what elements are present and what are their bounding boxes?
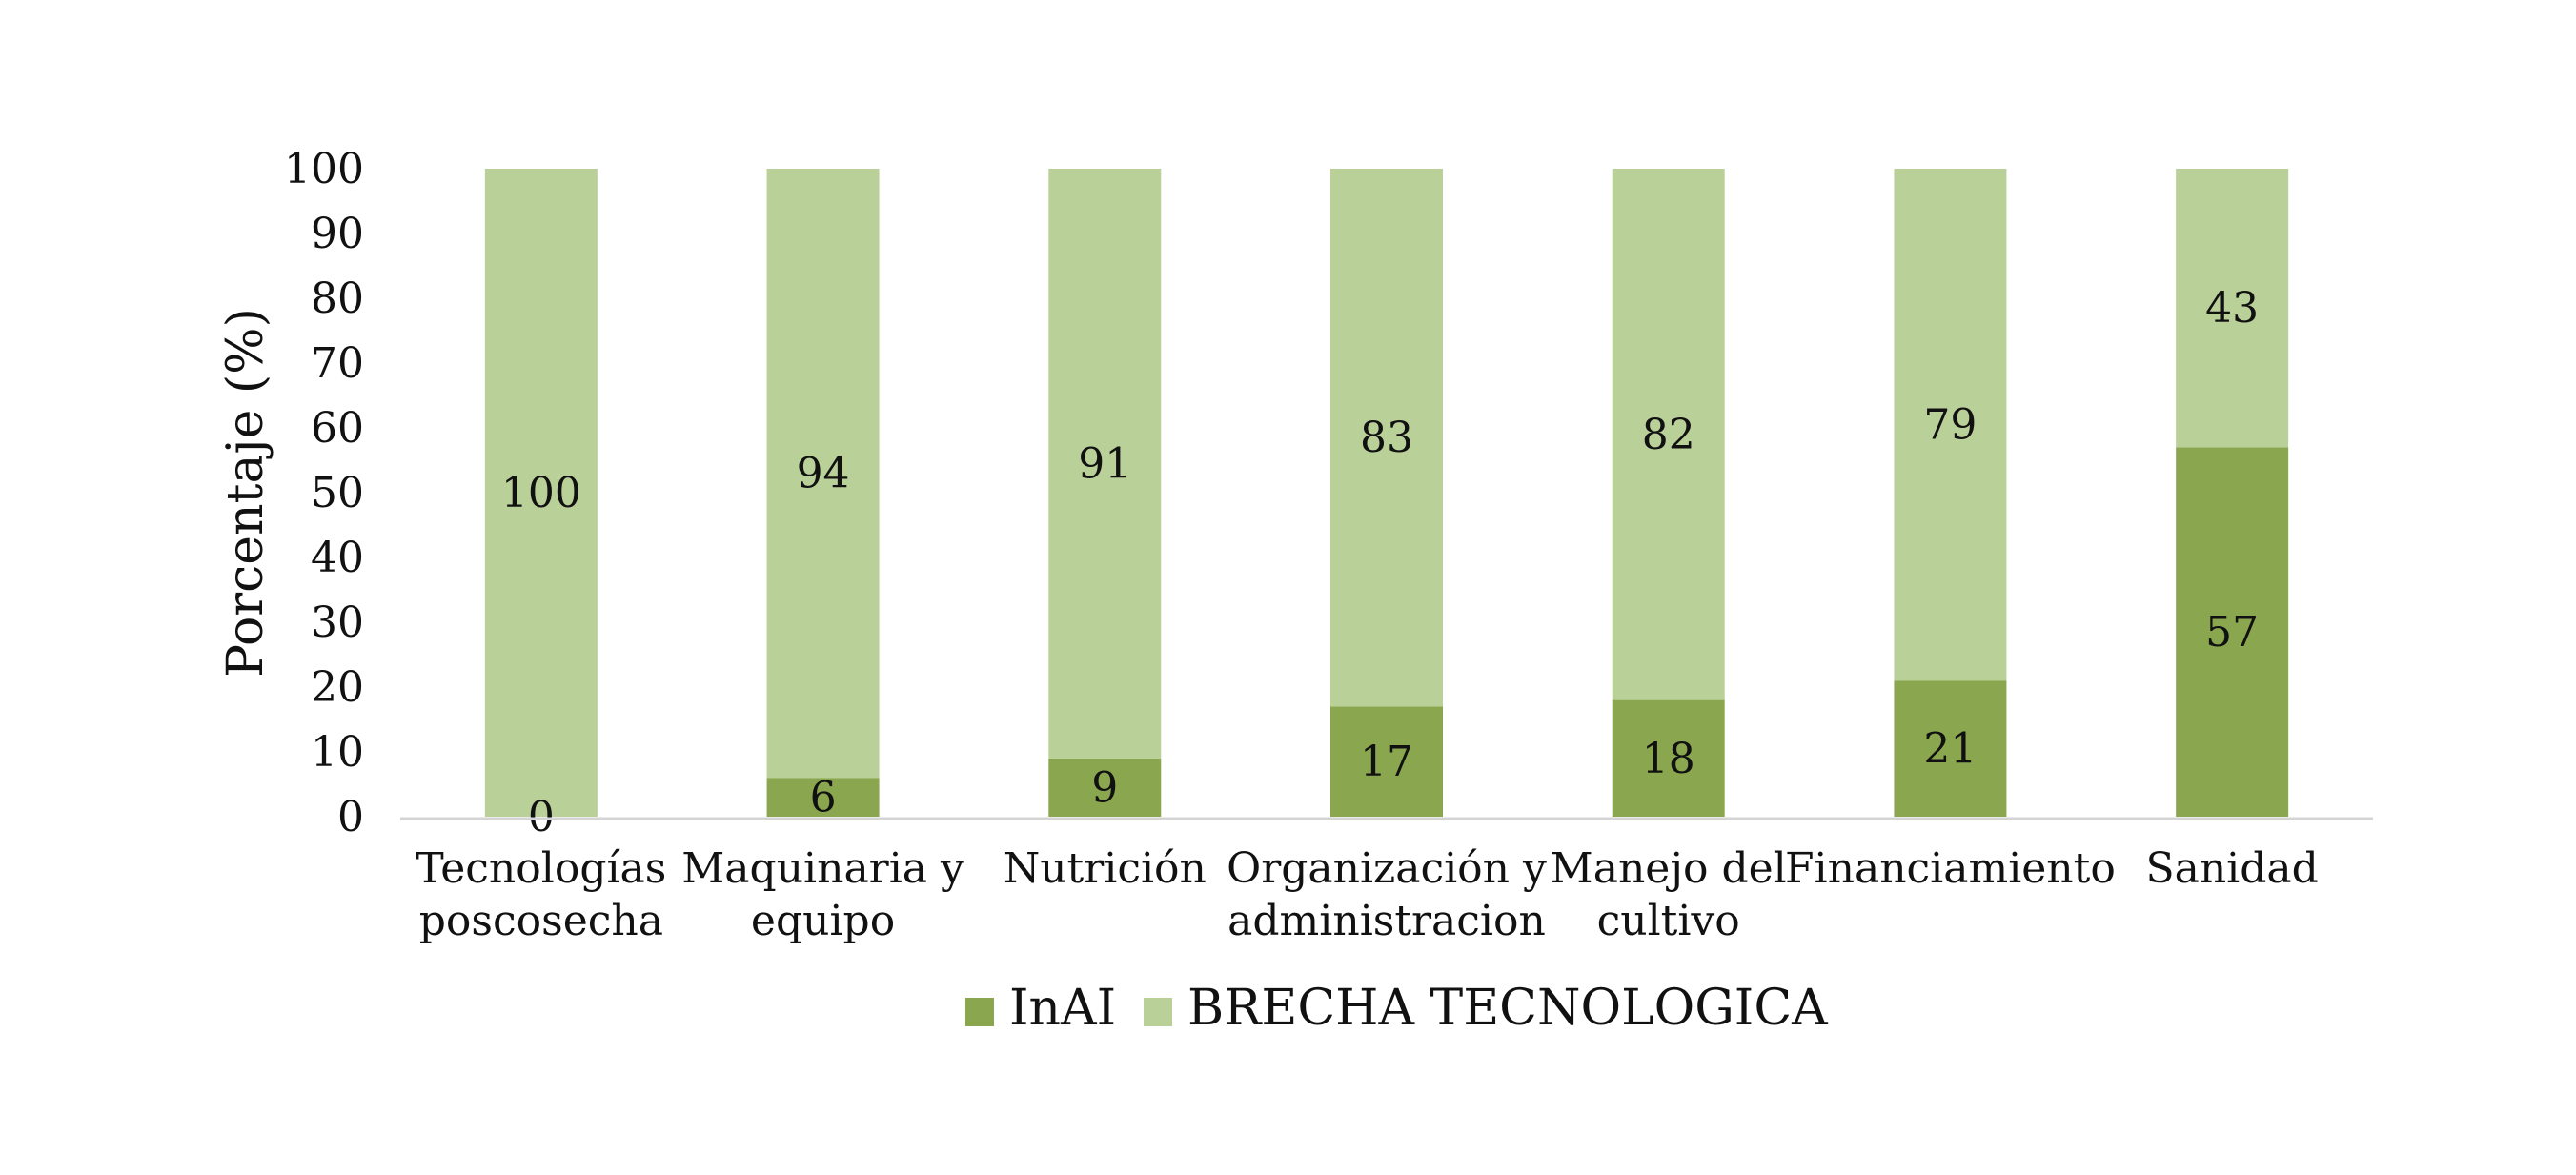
legend-label: BRECHA TECNOLOGICA xyxy=(1187,980,1829,1037)
y-tick-label: 20 xyxy=(311,663,364,712)
legend: InAI BRECHA TECNOLOGICA xyxy=(965,980,1829,1037)
data-label: 91 xyxy=(1078,439,1131,488)
y-axis-ticks: 0 10 20 30 40 50 60 70 80 90 100 xyxy=(284,145,364,841)
y-tick-label: 10 xyxy=(311,728,364,777)
y-tick-label: 50 xyxy=(311,469,364,517)
y-tick-label: 30 xyxy=(311,598,364,647)
y-axis-title-group: Porcentaje (%) xyxy=(217,308,274,678)
x-tick-label: Manejo del xyxy=(1551,844,1787,893)
data-label: 82 xyxy=(1642,411,1695,459)
bar-segment-inai xyxy=(1894,680,2007,817)
bar-segment-inai xyxy=(766,778,880,817)
data-label: 83 xyxy=(1360,414,1413,462)
y-tick-label: 40 xyxy=(311,534,364,582)
x-tick-label: poscosecha xyxy=(419,897,663,945)
bar-segment-brecha xyxy=(766,169,880,779)
bar-segment-brecha xyxy=(484,169,598,817)
y-tick-label: 90 xyxy=(311,210,364,258)
legend-swatch-inai xyxy=(965,998,994,1026)
bar-segment-inai xyxy=(1048,758,1162,817)
x-tick-label: Organización y xyxy=(1227,844,1547,893)
data-label: 17 xyxy=(1360,738,1413,786)
y-tick-label: 100 xyxy=(284,145,364,193)
y-tick-label: 60 xyxy=(311,404,364,453)
x-tick-label: Sanidad xyxy=(2145,844,2318,893)
y-tick-label: 0 xyxy=(337,793,364,841)
bar-segment-brecha xyxy=(1048,169,1162,759)
x-tick-label: Maquinaria y xyxy=(681,844,964,893)
data-label: 6 xyxy=(810,774,837,822)
legend-label: InAI xyxy=(1009,980,1116,1037)
data-label: 43 xyxy=(2205,284,2259,333)
data-label: 21 xyxy=(1923,725,1977,774)
legend-swatch-brecha xyxy=(1144,998,1172,1026)
x-tick-label: administracion xyxy=(1227,897,1546,945)
bar-segment-brecha xyxy=(1330,169,1443,707)
x-tick-label: equipo xyxy=(751,897,895,945)
bar-segment-inai xyxy=(1330,706,1443,817)
x-tick-label: cultivo xyxy=(1597,897,1740,945)
bar-segment-inai xyxy=(2176,447,2289,817)
x-tick-label: Tecnologías xyxy=(416,844,666,893)
bar-segment-brecha xyxy=(1612,169,1725,700)
bar-segment-inai xyxy=(1612,699,1725,817)
data-label: 9 xyxy=(1091,763,1118,812)
data-label: 79 xyxy=(1923,401,1977,450)
bars xyxy=(484,169,2289,817)
data-label: 18 xyxy=(1642,735,1695,783)
y-tick-label: 70 xyxy=(311,339,364,388)
data-label: 94 xyxy=(797,450,850,498)
x-tick-label: Nutrición xyxy=(1004,844,1207,893)
data-label: 100 xyxy=(501,469,581,517)
bar-segment-brecha xyxy=(2176,169,2289,448)
y-tick-label: 80 xyxy=(311,274,364,323)
y-axis-title: Porcentaje (%) xyxy=(217,308,274,678)
bar-segment-brecha xyxy=(1894,169,2007,681)
data-label: 57 xyxy=(2205,608,2259,657)
x-tick-label: Financiamiento xyxy=(1785,844,2116,893)
